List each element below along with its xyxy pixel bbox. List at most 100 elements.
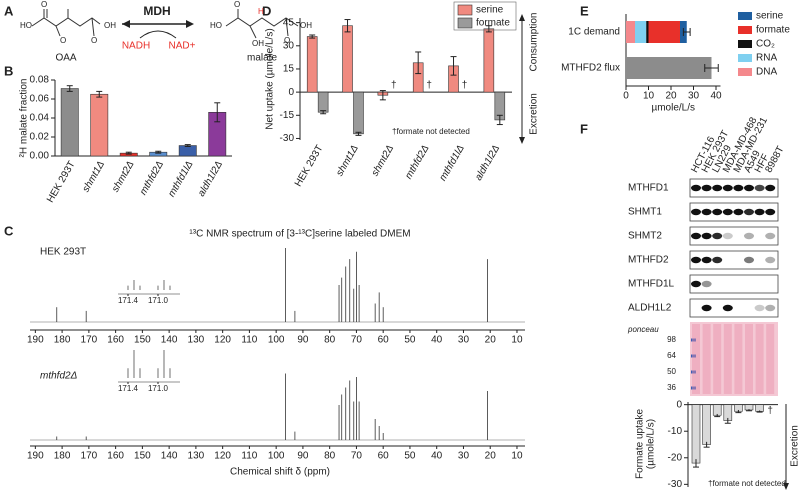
arrowhead [519,137,525,144]
blot-band [765,184,776,192]
x-tick-label: 40 [431,451,443,462]
atom: O [284,36,290,45]
blot-band [691,184,701,192]
blot-band [722,208,733,216]
x-tick-label: 30 [458,335,470,346]
cofactor: NADH [122,41,150,52]
ponceau-stain [690,322,778,396]
bar [306,36,318,93]
y-axis-label: Formate uptake [635,409,646,479]
inset-tick-label: 171.0 [148,384,169,393]
x-tick-label: 130 [188,451,205,462]
inset-tick-label: 171.4 [118,296,139,305]
y-tick-label: 0.00 [30,151,50,162]
blot-band [691,232,701,240]
bar-segment [626,21,635,43]
legend-swatch [738,26,752,34]
blot-band [765,232,776,240]
value-label: † [391,80,397,91]
y-axis-label: (µmole/L/s) [646,419,657,469]
y-tick-label: 0 [288,87,294,98]
blot-band [701,232,712,240]
y-tick-label: 1C demand [568,27,620,38]
x-tick-label: 60 [378,451,390,462]
blot-band [701,280,712,288]
x-tick-label: 170 [81,451,98,462]
blot-band [691,208,701,216]
x-tick-label: mthfd2Δ [138,159,166,197]
legend-box [453,1,517,31]
x-tick-label: 110 [241,335,257,346]
stain-label: ponceau [627,325,659,334]
protein-label: MTHFD1L [628,279,675,290]
bar [60,88,79,157]
blot-strip [689,226,779,246]
x-tick-label: 60 [378,335,390,346]
y-tick-label: 0.08 [30,75,50,86]
blot-band [701,184,712,192]
arrowhead [186,20,194,28]
blot-band [701,256,712,264]
legend-swatch [738,12,752,20]
x-tick-label: 140 [161,451,178,462]
blot-strip [689,250,779,270]
arrowhead [519,14,525,21]
x-tick-label: 110 [241,451,257,462]
blot-band [733,184,744,192]
inset-tick-label: 171.4 [118,384,139,393]
ladder-label: 50 [667,367,676,376]
y-tick-label: -30 [668,479,683,490]
blot-band [712,184,723,192]
legend-label: formate [476,18,510,29]
ladder-label: 64 [667,351,676,360]
cofactor-arrow [139,30,177,39]
bar-segment [635,21,647,43]
x-tick-label: 180 [54,451,71,462]
product: malate [247,53,277,64]
protein-label: ALDH1L2 [628,303,672,314]
bar-segment [646,21,649,43]
x-tick-label: shmt1Δ [81,159,108,194]
x-tick-label: 100 [268,335,285,346]
x-tick-label: 100 [268,451,285,462]
x-tick-label: 90 [297,451,309,462]
blot-band [722,304,733,312]
y-tick-label: 15 [283,64,295,75]
x-tick-label: 10 [643,91,655,102]
x-tick-label: 10 [511,335,523,346]
panel-label: C [4,223,14,238]
y-tick-label: -20 [668,452,683,463]
y-axis-label: Net uptake (µmole/L/s) [265,28,276,129]
blot-band [765,256,776,264]
bond [249,25,257,39]
blot-band [701,304,712,312]
legend-swatch [457,4,473,16]
bar [90,93,109,157]
x-axis-label: Chemical shift δ (ppm) [230,467,330,478]
x-tick-label: 80 [324,335,336,346]
legend-label: serine [476,5,504,16]
panel-label: F [580,121,588,136]
x-tick-label: 80 [324,451,336,462]
blot-band [722,184,733,192]
atom: HO [20,21,32,30]
ponceau-lane [702,324,711,394]
blot-strip [689,274,779,294]
atom: OH [300,21,312,30]
blot-band [744,256,754,264]
blot-band [712,208,723,216]
x-tick-label: mthfd2Δ [403,143,431,181]
x-tick-label: 160 [107,335,124,346]
x-tick-label: 50 [404,451,416,462]
legend-label: RNA [756,53,777,64]
x-tick-label: shmt1Δ [334,143,361,178]
atom: O [41,0,47,9]
series-label: HEK 293T [40,247,86,258]
legend-swatch [738,54,752,62]
x-tick-label: 120 [214,335,231,346]
y-tick-label: 30 [283,40,295,51]
ladder-band [691,354,696,358]
chart-title: ¹³C NMR spectrum of [3-¹³C]serine labele… [189,229,410,240]
blot-band [733,208,744,216]
atom: O [234,0,240,9]
